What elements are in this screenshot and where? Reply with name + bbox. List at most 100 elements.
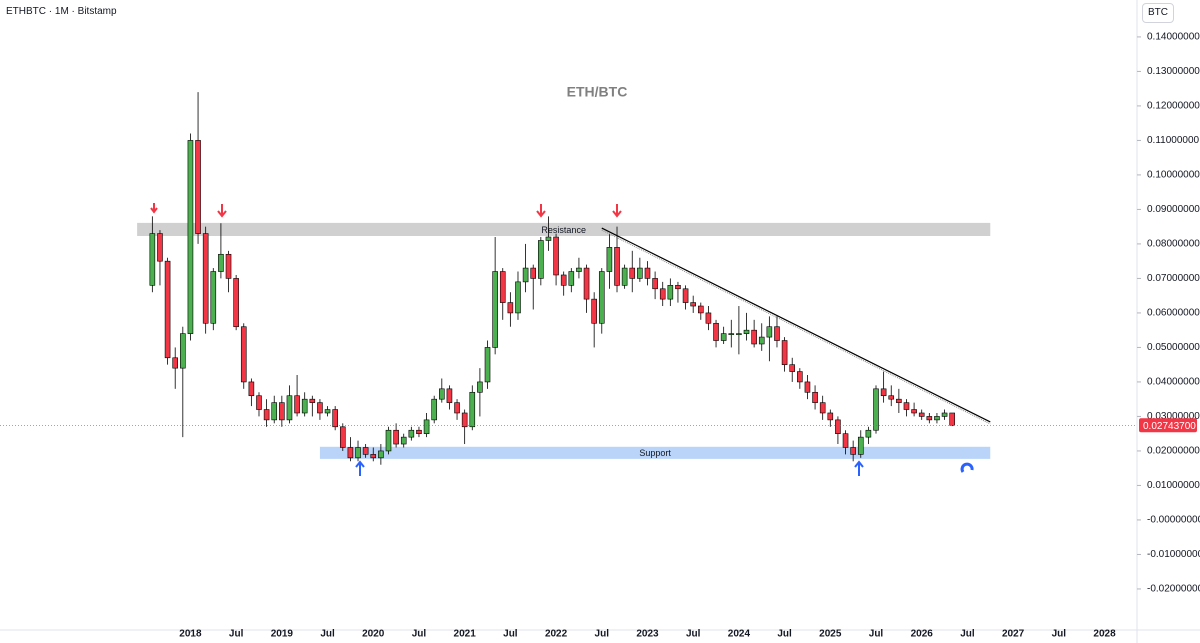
x-tick-label: Jul: [595, 629, 610, 640]
candle-body: [606, 247, 613, 272]
candle-body: [347, 447, 354, 459]
candle-body: [461, 412, 468, 428]
candle-body: [614, 247, 620, 286]
chart-title: ETH/BTC: [567, 84, 628, 100]
candle-body: [949, 412, 955, 426]
support-label: Support: [639, 448, 671, 458]
candle-body: [766, 326, 773, 338]
candle-body: [728, 333, 735, 335]
x-tick-label: 2020: [362, 629, 385, 640]
candle-body: [431, 398, 437, 421]
y-tick-label: 0.14000000: [1147, 32, 1200, 43]
candle-body: [743, 329, 750, 334]
y-tick-label: 0.08000000: [1147, 239, 1200, 250]
candle-body: [400, 436, 407, 445]
candle-body: [903, 402, 910, 410]
candle-body: [545, 236, 552, 241]
candle-body: [789, 364, 796, 372]
x-tick-label: 2028: [1093, 629, 1116, 640]
candle-body: [553, 236, 559, 276]
candle-body: [271, 402, 278, 421]
candle-body: [644, 267, 651, 279]
down-arrow: [150, 203, 158, 214]
candle-body: [317, 402, 323, 414]
candle-body: [804, 381, 811, 393]
up-arrow: [854, 460, 864, 476]
candle-body: [667, 285, 674, 300]
candle-body: [439, 388, 445, 400]
y-tick-label: -0.01000000: [1147, 549, 1200, 560]
candle-body: [896, 398, 902, 403]
x-tick-label: 2021: [454, 629, 477, 640]
candle-body: [675, 285, 681, 290]
candle-body: [591, 298, 597, 324]
candle-body: [477, 381, 483, 393]
candle-body: [850, 447, 856, 455]
candle-body: [393, 429, 399, 445]
candle-body: [827, 412, 834, 421]
candle-body: [576, 267, 582, 272]
candle-body: [797, 371, 803, 383]
candle-body: [530, 267, 537, 279]
candle-body: [652, 278, 658, 290]
candle-body: [819, 402, 826, 414]
candle-body: [774, 326, 780, 341]
candle-body: [469, 391, 476, 428]
x-tick-label: Jul: [1052, 629, 1067, 640]
x-tick-label: Jul: [869, 629, 884, 640]
candle-body: [202, 233, 209, 324]
last-price-box: [1139, 418, 1197, 433]
candle-body: [233, 278, 239, 328]
candle-body: [149, 233, 156, 286]
resistance-label: Resistance: [541, 225, 586, 235]
candle-body: [736, 333, 742, 335]
y-tick-label: 0.12000000: [1147, 101, 1200, 112]
candle-body: [507, 302, 514, 314]
candle-body: [195, 140, 201, 234]
symbol-info: ETHBTC · 1M · Bitstamp: [6, 6, 117, 17]
y-tick-label: -0.02000000: [1147, 584, 1200, 595]
y-tick-label: 0.09000000: [1147, 204, 1200, 215]
candle-body: [454, 402, 460, 414]
x-tick-label: Jul: [686, 629, 701, 640]
candle-body: [309, 398, 316, 403]
candle-body: [218, 253, 224, 272]
candle-body: [857, 436, 864, 455]
loop-icon: [960, 462, 974, 473]
candle-body: [880, 388, 887, 397]
candle-body: [713, 322, 719, 341]
candle-body: [240, 326, 247, 383]
candle-body: [751, 329, 757, 345]
candle-body: [705, 312, 712, 324]
candle-body: [690, 302, 696, 307]
x-tick-label: 2022: [545, 629, 568, 640]
candle-body: [682, 288, 689, 303]
y-tick-label: 0.01000000: [1147, 480, 1200, 491]
currency-button[interactable]: BTC: [1142, 3, 1174, 23]
candle-body: [286, 395, 293, 421]
trendline: [601, 227, 991, 423]
last-price-label: 0.02743700: [1143, 421, 1196, 432]
candle-body: [362, 447, 369, 455]
candle-body: [659, 288, 666, 300]
y-tick-label: -0.00000000: [1147, 515, 1200, 526]
down-arrow: [536, 204, 546, 218]
candle-body: [370, 454, 377, 459]
candle-body: [781, 340, 788, 365]
y-tick-label: 0.10000000: [1147, 170, 1200, 181]
candle-body: [225, 253, 232, 279]
candle-body: [324, 409, 331, 414]
x-tick-label: 2024: [728, 629, 751, 640]
candle-body: [492, 271, 498, 348]
signal-arrows: [150, 203, 974, 476]
candle-body: [560, 274, 567, 286]
y-tick-label: 0.13000000: [1147, 66, 1200, 77]
candle-body: [378, 450, 384, 459]
candle-body: [629, 267, 636, 279]
candle-body: [157, 233, 163, 262]
candle-body: [339, 426, 346, 448]
candle-body: [941, 412, 948, 417]
candle-body: [355, 447, 361, 459]
x-tick-label: 2026: [911, 629, 934, 640]
